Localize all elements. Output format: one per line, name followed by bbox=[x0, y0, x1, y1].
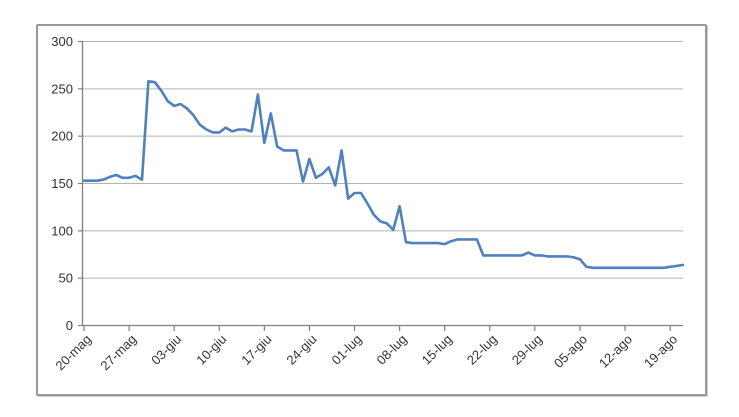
series-line bbox=[82, 80, 685, 270]
x-axis-label: 15-lug bbox=[419, 332, 455, 368]
x-axis-label: 20-mag bbox=[52, 332, 94, 374]
y-axis-label: 250 bbox=[51, 81, 73, 96]
x-axis-label: 08-lug bbox=[374, 332, 410, 368]
x-axis-label: 22-lug bbox=[464, 332, 500, 368]
y-axis-label: 50 bbox=[59, 271, 73, 286]
x-axis-label: 17-giu bbox=[238, 332, 274, 368]
y-axis-label: 200 bbox=[51, 129, 73, 144]
y-axis-label: 150 bbox=[51, 176, 73, 191]
x-axis-label: 19-ago bbox=[641, 332, 680, 371]
x-axis-label: 24-giu bbox=[283, 332, 319, 368]
x-axis-label: 27-mag bbox=[97, 332, 139, 374]
x-axis-label: 10-giu bbox=[193, 332, 229, 368]
y-axis-label: 300 bbox=[51, 34, 73, 49]
x-axis-label: 05-ago bbox=[551, 332, 590, 371]
x-axis-label: 12-ago bbox=[596, 332, 635, 371]
x-axis-label: 01-lug bbox=[328, 332, 364, 368]
y-axis-label: 0 bbox=[66, 318, 73, 333]
x-axis-label: 03-giu bbox=[148, 332, 184, 368]
x-axis-label: 29-lug bbox=[509, 332, 545, 368]
y-axis-label: 100 bbox=[51, 223, 73, 238]
